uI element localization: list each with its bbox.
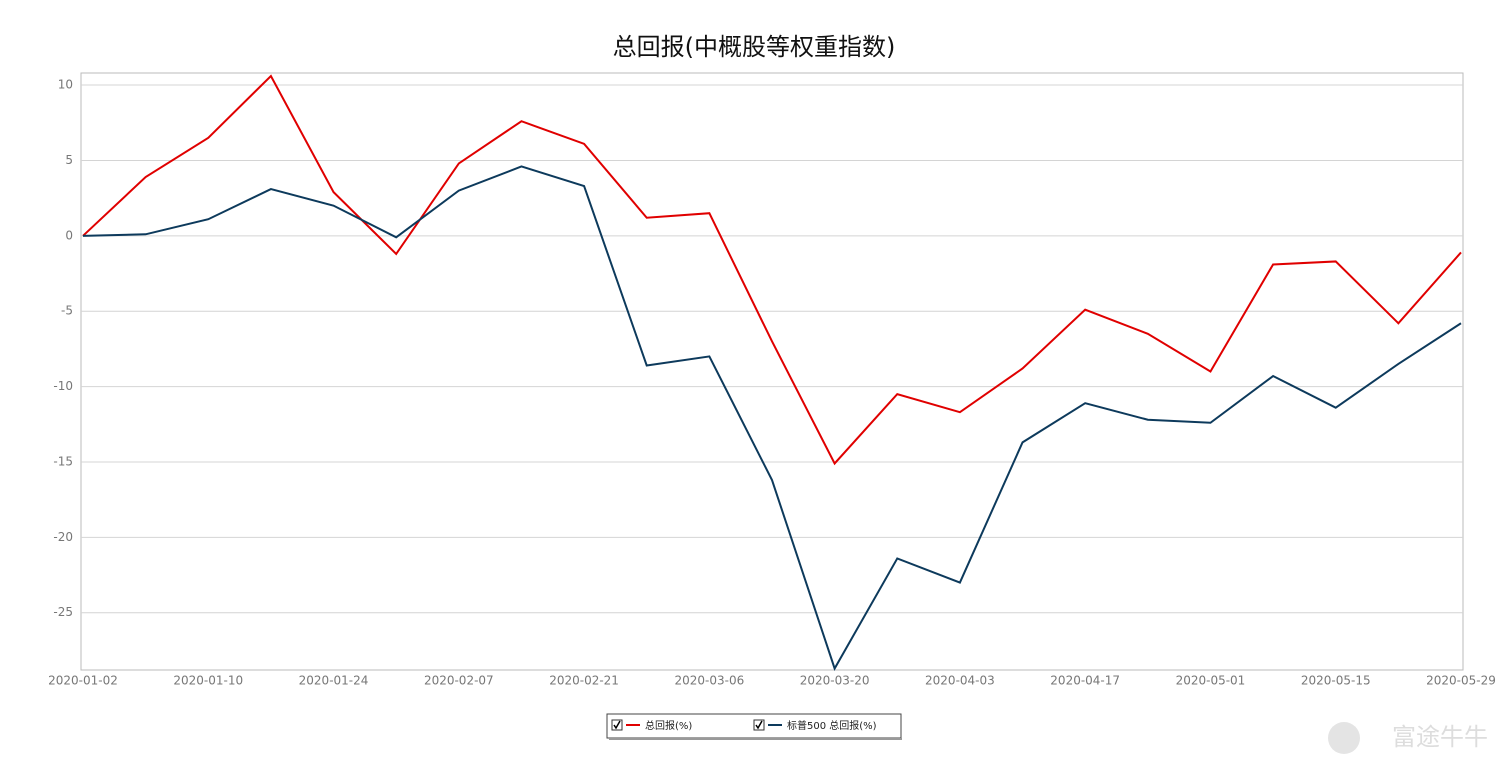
x-tick-label: 2020-03-20 xyxy=(800,674,870,688)
legend-check xyxy=(755,720,763,730)
plot-frame xyxy=(80,72,1464,671)
series-line xyxy=(82,165,1462,671)
chart-title: 总回报(中概股等权重指数) xyxy=(613,33,896,61)
legend-label: 总回报(%) xyxy=(645,719,692,732)
x-tick-label: 2020-01-02 xyxy=(48,674,118,688)
y-tick-label: -5 xyxy=(61,304,73,318)
watermark-icon xyxy=(1328,722,1360,754)
x-tick-label: 2020-01-10 xyxy=(173,674,243,688)
x-tick-label: 2020-05-29 xyxy=(1426,674,1496,688)
series-line xyxy=(82,74,1462,466)
legend-check xyxy=(613,720,621,730)
watermark: 富途牛牛 xyxy=(1392,723,1488,751)
x-tick-label: 2020-05-15 xyxy=(1301,674,1371,688)
y-tick-label: 0 xyxy=(65,228,73,242)
y-tick-label: -25 xyxy=(53,605,73,619)
x-tick-label: 2020-02-21 xyxy=(549,674,619,688)
y-tick-label: -10 xyxy=(53,379,73,393)
x-tick-label: 2020-04-03 xyxy=(925,674,995,688)
x-tick-label: 2020-04-17 xyxy=(1050,674,1120,688)
x-tick-label: 2020-02-07 xyxy=(424,674,494,688)
x-tick-label: 2020-03-06 xyxy=(674,674,744,688)
x-tick-label: 2020-01-24 xyxy=(299,674,369,688)
legend-label: 标普500 总回报(%) xyxy=(787,719,877,732)
y-tick-label: -20 xyxy=(53,530,73,544)
y-tick-label: 5 xyxy=(65,153,73,167)
y-tick-label: -15 xyxy=(53,454,73,468)
x-tick-label: 2020-05-01 xyxy=(1176,674,1246,688)
y-tick-label: 10 xyxy=(58,78,73,92)
